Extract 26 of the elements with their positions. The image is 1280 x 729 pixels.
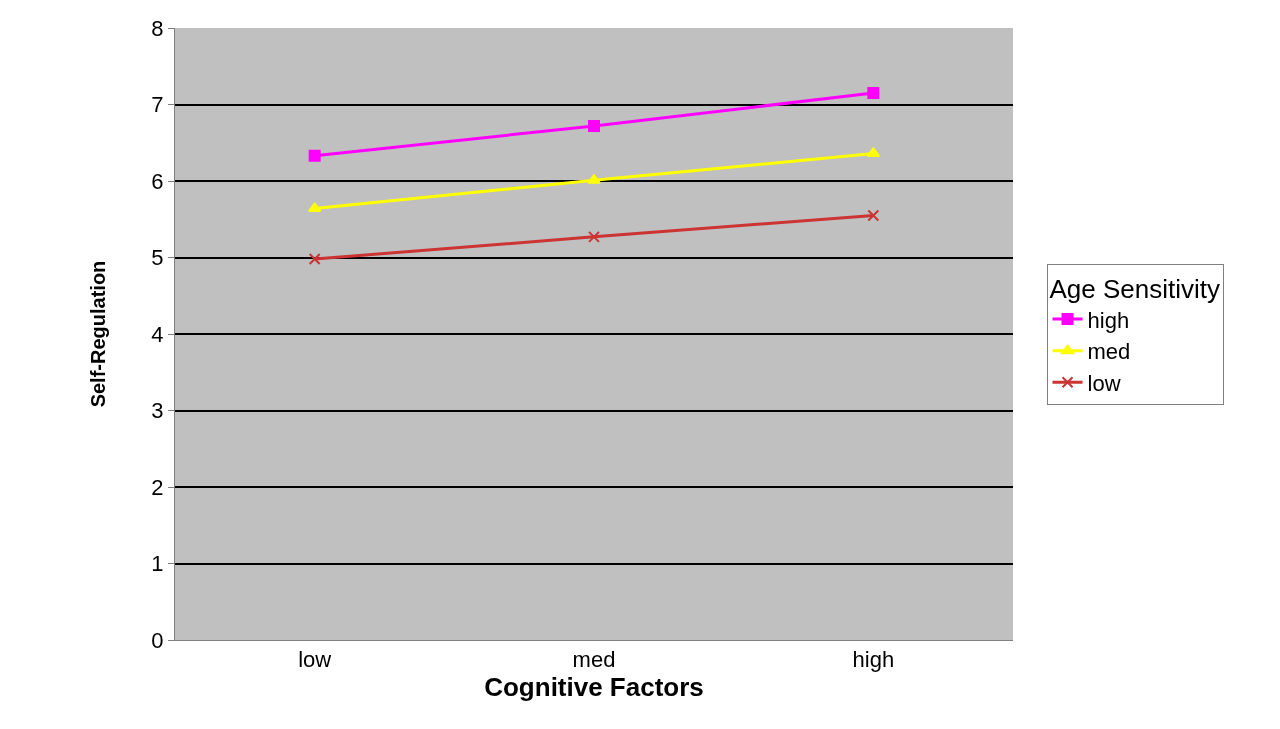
- y-tick-label: 0: [151, 627, 164, 653]
- x-tick-label: low: [298, 647, 332, 673]
- y-tick-label: 5: [151, 245, 164, 271]
- x-tick-label: med: [572, 647, 616, 673]
- y-tick-label: 4: [151, 321, 164, 347]
- y-tick-label: 1: [151, 551, 164, 577]
- legend-label: low: [1087, 370, 1121, 396]
- y-tick-label: 6: [151, 168, 164, 194]
- y-tick-label: 2: [151, 474, 164, 500]
- point: [588, 230, 600, 243]
- legend-title: Age Sensitivity: [1049, 274, 1221, 305]
- x-tick-label: high: [852, 647, 895, 673]
- point: [588, 119, 600, 132]
- point: [587, 174, 601, 184]
- point: [867, 87, 880, 100]
- y-tick-label: 8: [151, 15, 164, 41]
- point: [308, 149, 321, 162]
- y-tick-label: 7: [151, 92, 164, 118]
- legend-label: med: [1087, 339, 1131, 365]
- point: [867, 209, 880, 222]
- y-tick-label: 3: [151, 398, 164, 424]
- point: [307, 202, 322, 213]
- legend-label: high: [1087, 307, 1130, 333]
- y-axis-title: Self-Regulation: [86, 260, 109, 408]
- x-axis-title: Cognitive Factors: [484, 672, 704, 703]
- point: [308, 253, 321, 266]
